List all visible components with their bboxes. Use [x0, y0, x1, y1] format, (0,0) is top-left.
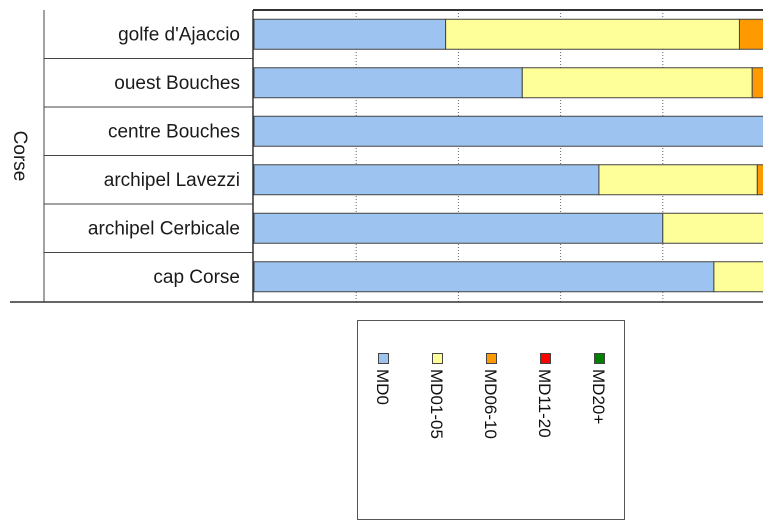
category-label: archipel Lavezzi — [104, 170, 240, 191]
legend-item-md06-10: MD06-10 — [478, 353, 508, 483]
bar-segment-md01-05 — [598, 164, 758, 196]
bar-segment-md01-05 — [662, 212, 763, 244]
legend-swatch — [594, 353, 605, 364]
bar-segment-md01-05 — [713, 261, 763, 293]
category-labels: golfe d'Ajaccio ouest Bouches centre Bouch… — [44, 24, 253, 288]
legend-label: MD06-10 — [481, 369, 500, 439]
legend-label: MD0 — [373, 369, 392, 405]
legend-swatch — [486, 353, 497, 364]
bar-segment-md0 — [253, 164, 600, 196]
bar-segment-md01-05 — [445, 18, 740, 50]
bar-segment-md01-05 — [521, 67, 753, 99]
bar-segment-md0 — [253, 212, 664, 244]
bar-segment-md0 — [253, 115, 763, 147]
category-label: ouest Bouches — [114, 73, 240, 94]
group-label: Corse — [9, 131, 30, 182]
legend-swatch — [378, 353, 389, 364]
bars — [253, 18, 763, 293]
legend: MD0 MD01-05 MD06-10 MD11-20 MD20+ — [357, 320, 625, 520]
bar-segment-md06-10 — [751, 67, 763, 99]
legend-label: MD01-05 — [427, 369, 446, 439]
bar-segment-md06-10 — [756, 164, 763, 196]
category-label: cap Corse — [153, 267, 240, 288]
legend-label: MD20+ — [589, 369, 608, 425]
category-label: centre Bouches — [108, 121, 240, 142]
legend-item-md01-05: MD01-05 — [424, 353, 454, 483]
category-label: golfe d'Ajaccio — [118, 24, 240, 45]
bar-segment-md0 — [253, 261, 715, 293]
bar-segment-md0 — [253, 18, 447, 50]
stacked-bar-chart: golfe d'Ajaccio ouest Bouches centre Bouch… — [9, 9, 763, 303]
bar-segment-md06-10 — [738, 18, 763, 50]
legend-item-md11-20: MD11-20 — [532, 353, 562, 483]
legend-item-md20-: MD20+ — [586, 353, 616, 483]
gridlines — [355, 10, 664, 302]
bar-segment-md0 — [253, 67, 523, 99]
legend-swatch — [432, 353, 443, 364]
legend-swatch — [540, 353, 551, 364]
legend-item-md0: MD0 — [370, 353, 400, 483]
legend-label: MD11-20 — [535, 369, 554, 438]
category-label: archipel Cerbicale — [88, 218, 240, 239]
